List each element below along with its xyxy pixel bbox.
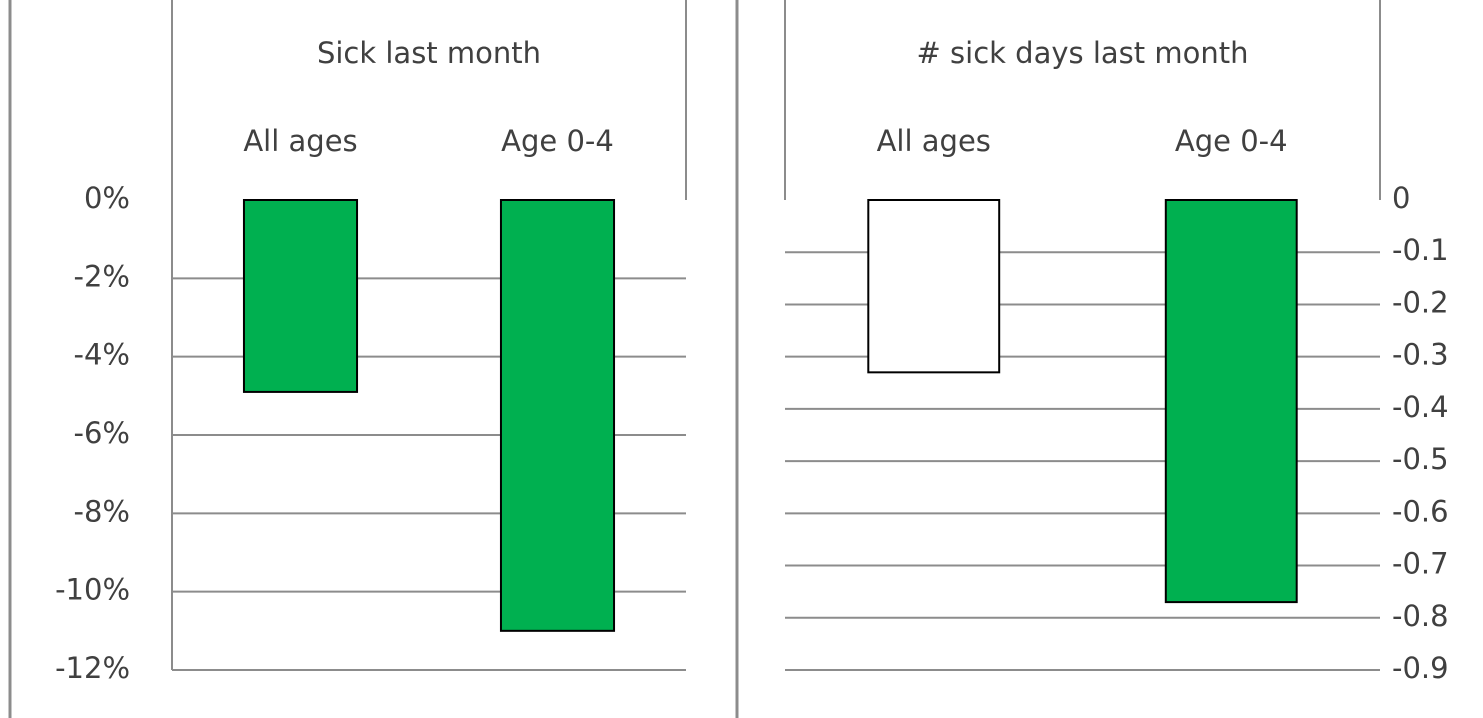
y-tick-label: -6%	[74, 416, 130, 450]
y-tick-label: -0.8	[1392, 599, 1449, 633]
y-tick-label: -0.9	[1392, 651, 1449, 685]
y-tick-label: -0.4	[1392, 390, 1449, 424]
y-tick-label: -4%	[74, 338, 130, 372]
bar	[499, 199, 616, 632]
bar	[242, 199, 359, 393]
x-tick-label: Age 0-4	[501, 124, 614, 158]
y-tick-label: -12%	[55, 651, 130, 685]
y-tick-label: -0.2	[1392, 285, 1449, 319]
x-tick-label: Age 0-4	[1175, 124, 1288, 158]
chart-title: # sick days last month	[917, 36, 1249, 70]
y-tick-label: -2%	[74, 259, 130, 293]
y-tick-label: 0%	[84, 181, 130, 215]
y-tick-label: -0.7	[1392, 547, 1449, 581]
y-tick-label: -10%	[55, 573, 130, 607]
bar	[867, 199, 1001, 374]
y-tick-label: -0.3	[1392, 338, 1449, 372]
chart-title: Sick last month	[317, 36, 541, 70]
y-tick-label: -0.5	[1392, 442, 1449, 476]
x-tick-label: All ages	[877, 124, 991, 158]
bar	[1164, 199, 1298, 604]
y-tick-label: -8%	[74, 494, 130, 528]
y-tick-label: -0.1	[1392, 233, 1449, 267]
y-tick-label: -0.6	[1392, 494, 1449, 528]
y-tick-label: 0	[1392, 181, 1410, 215]
x-tick-label: All ages	[243, 124, 357, 158]
